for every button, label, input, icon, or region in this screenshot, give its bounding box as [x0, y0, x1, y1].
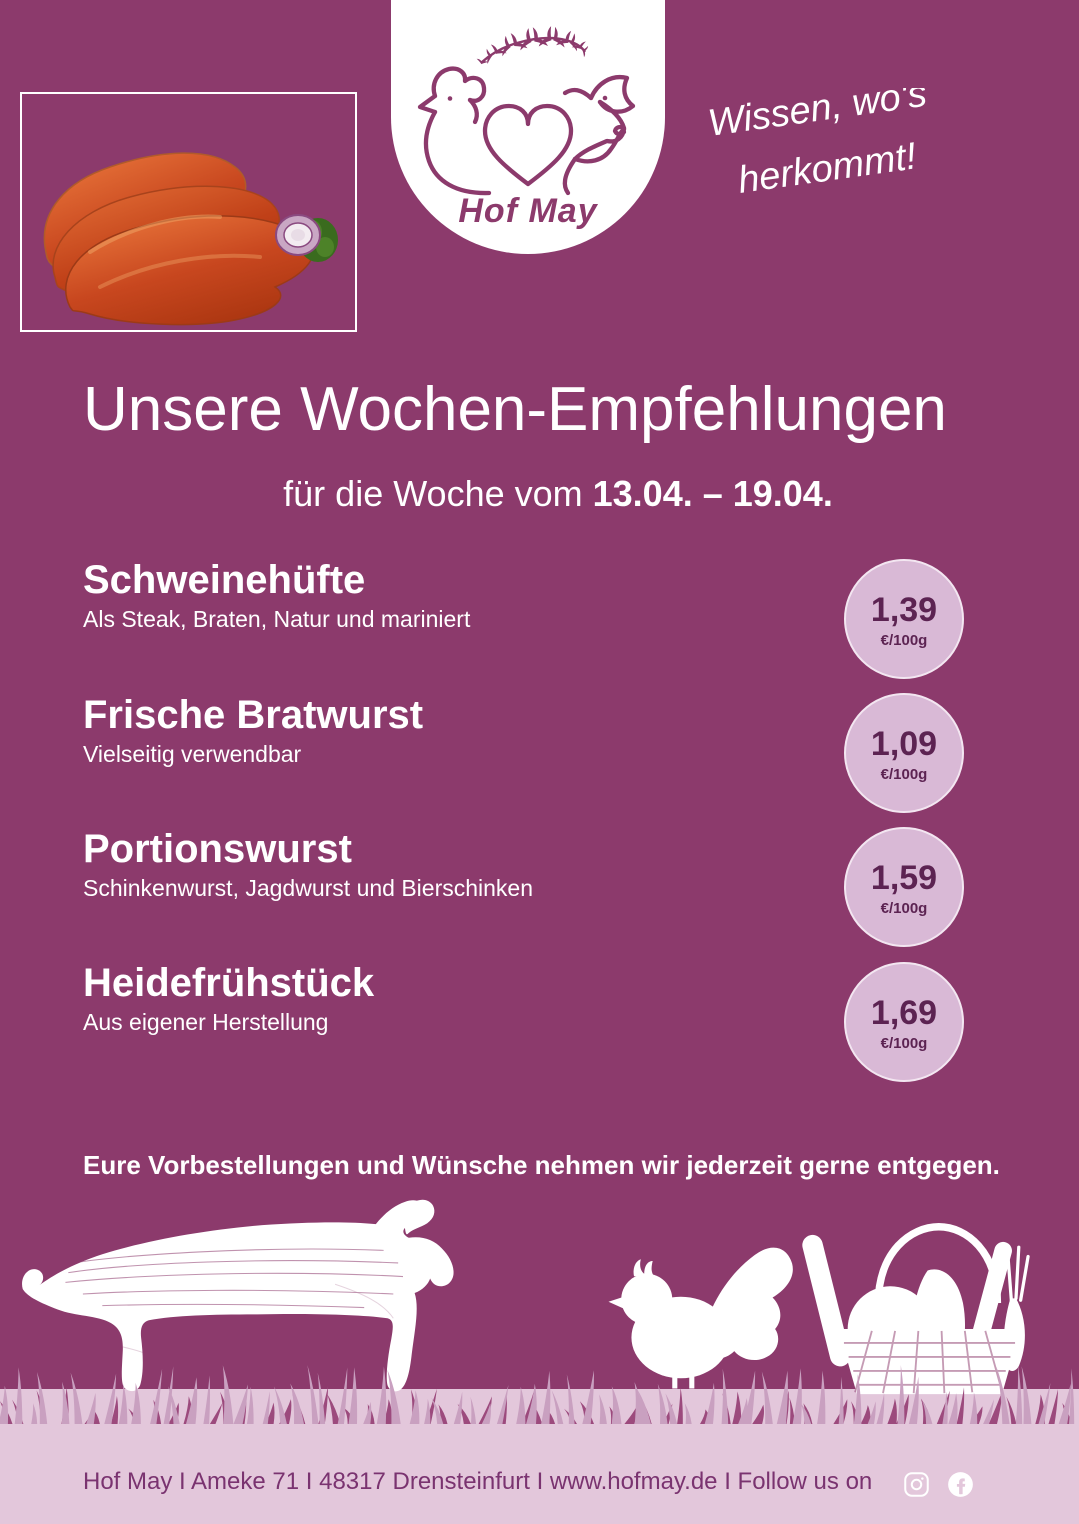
svg-text:herkommt!: herkommt! [735, 135, 919, 202]
svg-text:Wissen, wo's: Wissen, wo's [705, 88, 929, 145]
